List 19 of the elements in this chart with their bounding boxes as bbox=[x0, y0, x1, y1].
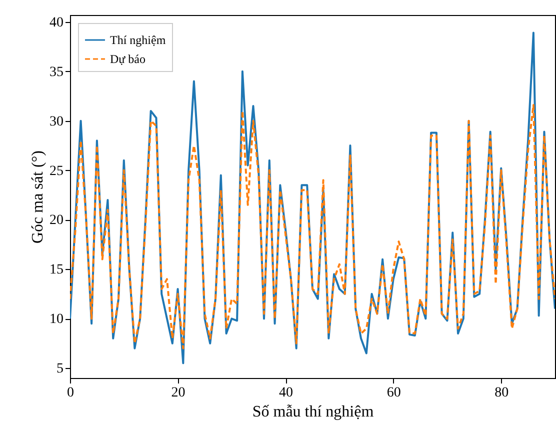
y-tick-label: 25 bbox=[50, 164, 64, 179]
y-tick-label: 20 bbox=[50, 213, 64, 228]
x-tick-label: 40 bbox=[279, 386, 294, 400]
y-tick-label: 5 bbox=[56, 362, 64, 377]
x-axis-title: Số mẫu thí nghiệm bbox=[252, 404, 374, 420]
line-series bbox=[70, 104, 555, 350]
x-tick-label: 20 bbox=[171, 386, 186, 400]
y-tick-label: 40 bbox=[50, 15, 64, 30]
line-series bbox=[70, 32, 555, 364]
legend-label: Dự báo bbox=[110, 52, 146, 66]
x-tick-label: 60 bbox=[386, 386, 401, 400]
legend-label: Thí nghiệm bbox=[110, 33, 166, 47]
y-tick-label: 10 bbox=[50, 312, 64, 328]
y-tick-label: 35 bbox=[50, 64, 64, 80]
x-tick-label: 80 bbox=[494, 386, 509, 400]
y-tick-label: 30 bbox=[50, 114, 64, 130]
y-tick-label: 15 bbox=[50, 262, 64, 278]
y-axis-title: Góc ma sát (°) bbox=[30, 150, 46, 244]
x-tick-label: 0 bbox=[67, 386, 74, 400]
